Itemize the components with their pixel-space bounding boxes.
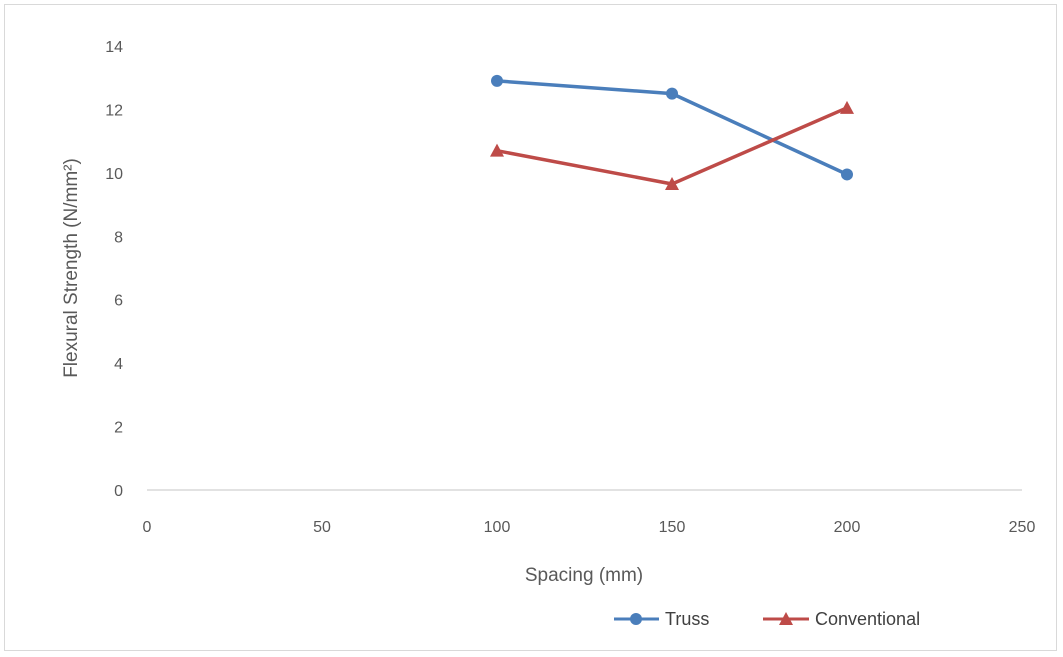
y-tick-labels: 0 2 4 6 8 10 12 14 [105,39,123,500]
x-tick-label: 150 [659,519,686,536]
x-tick-label: 200 [834,519,861,536]
x-tick-label: 250 [1009,519,1036,536]
legend-item-truss[interactable]: Truss [614,609,709,629]
chart-frame [4,4,1057,651]
series-truss [491,74,853,181]
y-tick-label: 14 [105,39,123,56]
data-point-conventional[interactable] [490,143,504,157]
series-line-conventional [496,106,848,186]
data-point-truss[interactable] [666,87,678,100]
y-tick-label: 10 [105,166,123,183]
x-tick-labels: 0 50 100 150 200 250 [143,519,1036,536]
data-point-truss[interactable] [491,74,503,87]
y-tick-label: 2 [114,420,123,437]
series-layer [490,74,854,190]
y-tick-label: 8 [114,229,123,246]
legend-label-truss: Truss [665,609,709,629]
series-conventional [490,100,854,190]
legend-marker-truss [630,613,642,625]
y-tick-label: 6 [114,293,123,310]
data-point-conventional[interactable] [665,176,679,190]
legend: Truss Conventional [614,609,920,629]
x-axis-title: Spacing (mm) [525,565,643,586]
legend-label-conventional: Conventional [815,609,920,629]
legend-item-conventional[interactable]: Conventional [763,609,920,629]
x-tick-label: 100 [484,519,511,536]
y-axis-title: Flexural Strength (N/mm²) [61,158,82,378]
y-tick-label: 12 [105,102,123,119]
y-tick-label: 4 [114,356,123,373]
y-tick-label: 0 [114,483,123,500]
data-point-truss[interactable] [841,168,853,181]
x-tick-label: 0 [143,519,152,536]
data-point-conventional[interactable] [840,100,854,114]
x-tick-label: 50 [313,519,331,536]
legend-marker-conventional [779,612,793,625]
